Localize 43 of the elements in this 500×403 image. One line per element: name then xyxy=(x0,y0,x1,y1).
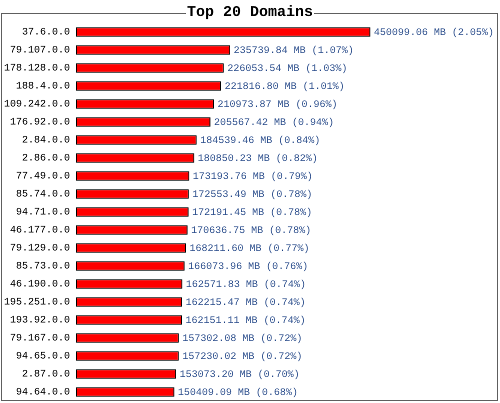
y-tick-label: 2.87.0.0 xyxy=(22,370,70,381)
data-label: 180850.23 MB (0.82%) xyxy=(198,153,318,166)
data-label: 172191.45 MB (0.78%) xyxy=(192,207,312,220)
y-tick-label: 77.49.0.0 xyxy=(16,172,70,183)
data-label: 162151.11 MB (0.74%) xyxy=(186,315,306,328)
data-label: 205567.42 MB (0.94%) xyxy=(214,117,334,130)
y-tick-label: 94.64.0.0 xyxy=(16,388,70,399)
data-label: 235739.84 MB (1.07%) xyxy=(234,45,354,58)
y-tick-label: 79.167.0.0 xyxy=(10,334,70,345)
data-label: 162571.83 MB (0.74%) xyxy=(186,279,306,292)
data-label: 173193.76 MB (0.79%) xyxy=(192,171,313,184)
y-tick-label: 94.65.0.0 xyxy=(16,352,70,363)
y-tick-label: 2.84.0.0 xyxy=(22,136,70,147)
y-tick-label: 178.128.0.0 xyxy=(4,64,70,75)
y-tick-label: 79.107.0.0 xyxy=(10,46,70,57)
data-label: 172553.49 MB (0.78%) xyxy=(192,189,312,202)
data-label: 226053.54 MB (1.03%) xyxy=(227,63,348,76)
data-label: 153073.20 MB (0.70%) xyxy=(180,369,300,382)
y-tick-label: 46.177.0.0 xyxy=(10,226,70,237)
y-tick-label: 85.73.0.0 xyxy=(16,262,70,273)
data-label: 157230.02 MB (0.72%) xyxy=(182,351,302,364)
chart-title: Top 20 Domains xyxy=(186,4,314,21)
y-tick-label: 85.74.0.0 xyxy=(16,190,70,201)
data-label: 184539.46 MB (0.84%) xyxy=(200,135,320,148)
y-tick-label: 46.190.0.0 xyxy=(10,280,70,291)
y-tick-label: 176.92.0.0 xyxy=(10,118,70,129)
data-label: 450099.06 MB (2.05%) xyxy=(374,27,494,40)
y-tick-label: 195.251.0.0 xyxy=(4,298,70,309)
y-tick-label: 2.86.0.0 xyxy=(22,154,70,165)
y-tick-label: 94.71.0.0 xyxy=(16,208,70,219)
data-label: 170636.75 MB (0.78%) xyxy=(191,225,312,238)
y-tick-label: 37.6.0.0 xyxy=(22,28,70,39)
data-label: 150409.09 MB (0.68%) xyxy=(178,387,298,400)
data-label: 166073.96 MB (0.76%) xyxy=(188,261,308,274)
y-tick-label: 79.129.0.0 xyxy=(10,244,70,255)
data-label: 210973.87 MB (0.96%) xyxy=(217,99,338,112)
data-label: 162215.47 MB (0.74%) xyxy=(186,297,306,310)
y-tick-label: 188.4.0.0 xyxy=(16,82,70,93)
data-label: 168211.60 MB (0.77%) xyxy=(190,243,310,256)
data-label: 157302.08 MB (0.72%) xyxy=(182,333,302,346)
data-label: 221816.80 MB (1.01%) xyxy=(224,81,345,94)
y-tick-label: 109.242.0.0 xyxy=(4,100,70,111)
y-tick-label: 193.92.0.0 xyxy=(10,316,70,327)
